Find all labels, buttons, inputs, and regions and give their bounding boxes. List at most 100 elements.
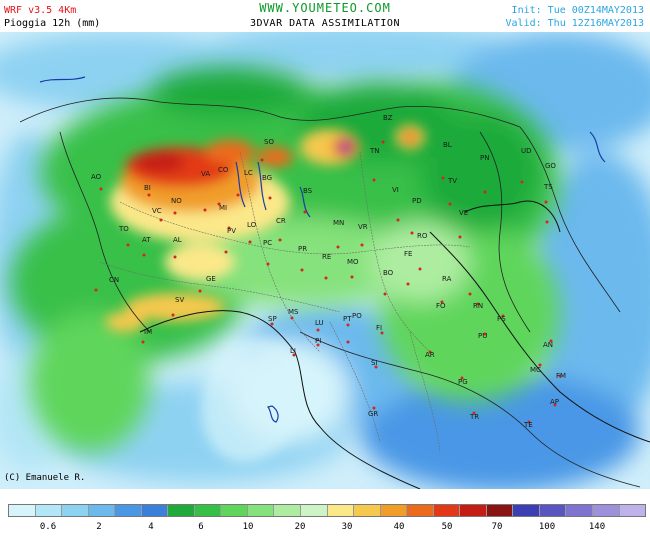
city-an: AN xyxy=(543,341,553,349)
legend-swatch xyxy=(274,505,302,516)
city-lo: LO xyxy=(247,221,257,229)
legend-swatch xyxy=(35,505,63,516)
legend-swatch xyxy=(141,505,169,516)
map-header: WRF v3.5 4Km Pioggia 12h (mm) WWW.YOUMET… xyxy=(0,0,650,32)
city-sv: SV xyxy=(175,296,184,304)
legend-tick: 2 xyxy=(96,522,102,532)
city-pt: PT xyxy=(343,315,352,323)
city-lu: LU xyxy=(315,319,324,327)
city-vi: VI xyxy=(392,186,399,194)
legend-tick: 70 xyxy=(491,522,503,532)
city-no: NO xyxy=(171,197,182,205)
variable-label: Pioggia 12h (mm) xyxy=(4,18,101,29)
legend-swatch xyxy=(354,505,381,516)
legend-swatch xyxy=(566,505,594,516)
legend-swatch xyxy=(88,505,116,516)
city-pg: PG xyxy=(458,378,468,386)
legend-tick: 0.6 xyxy=(39,522,57,532)
country-borders xyxy=(19,97,641,488)
legend-swatch xyxy=(380,505,408,516)
city-pv: PV xyxy=(227,227,236,235)
init-time: Init: Tue 00Z14MAY2013 xyxy=(511,5,644,16)
city-tr: TR xyxy=(469,413,479,421)
precip-field-mid xyxy=(10,67,560,452)
city-ts: TS xyxy=(543,183,553,191)
city-lc: LC xyxy=(244,169,253,177)
city-mc: MC xyxy=(530,366,541,374)
city-ps: PS xyxy=(497,315,506,323)
city-ra: RA xyxy=(442,275,452,283)
legend-swatch xyxy=(513,505,540,516)
city-ao: AO xyxy=(91,173,102,181)
legend-swatch xyxy=(115,505,142,516)
legend-tick: 10 xyxy=(242,522,254,532)
legend-swatch xyxy=(194,505,222,516)
city-sp: SP xyxy=(268,315,277,323)
city-ro: RO xyxy=(417,232,428,240)
city-at: AT xyxy=(142,236,151,244)
legend-swatch xyxy=(593,505,620,516)
legend-swatch xyxy=(327,505,355,516)
legend-tick: 140 xyxy=(588,522,606,532)
legend-swatch xyxy=(247,505,275,516)
city-si: SI xyxy=(371,359,378,367)
city-markers: AO BI NO VC TO AT AL CN GE SV IM SO LC B… xyxy=(91,114,566,429)
legend-swatch xyxy=(486,505,514,516)
city-pr: PR xyxy=(298,245,307,253)
legend-tick: 30 xyxy=(341,522,353,532)
city-bg: BG xyxy=(262,174,272,182)
legend-tick: 4 xyxy=(148,522,154,532)
valid-time: Valid: Thu 12Z16MAY2013 xyxy=(505,18,644,29)
precip-field-high xyxy=(105,125,425,332)
legend-tick: 6 xyxy=(198,522,204,532)
region-borders xyxy=(99,151,471,453)
legend-swatch xyxy=(9,505,36,516)
city-mn: MN xyxy=(333,219,344,227)
city-fm: FM xyxy=(556,372,566,380)
city-mo: MO xyxy=(347,258,359,266)
legend-swatch xyxy=(168,505,195,516)
legend-swatch xyxy=(433,505,461,516)
city-al: AL xyxy=(173,236,182,244)
legend-swatch xyxy=(301,505,328,516)
city-po: PO xyxy=(352,312,362,320)
legend-swatch xyxy=(460,505,487,516)
map-canvas: AO BI NO VC TO AT AL CN GE SV IM SO LC B… xyxy=(0,32,650,489)
credit-label: (C) Emanuele R. xyxy=(4,473,86,483)
city-ar: AR xyxy=(425,351,435,359)
city-gr: GR xyxy=(368,410,378,418)
city-rn: RN xyxy=(473,302,483,310)
precip-legend: 0.6 2 4 6 10 20 30 40 50 70 100 140 xyxy=(0,500,650,538)
city-li: LI xyxy=(290,347,296,355)
model-label: WRF v3.5 4Km xyxy=(4,5,77,16)
city-fe: FE xyxy=(404,250,412,258)
city-tv: TV xyxy=(447,177,457,185)
city-cn: CN xyxy=(109,276,119,284)
city-fo: FO xyxy=(436,302,446,310)
city-re: RE xyxy=(322,253,331,261)
city-pn: PN xyxy=(480,154,489,162)
city-ms: MS xyxy=(288,308,299,316)
city-so: SO xyxy=(264,138,274,146)
legend-swatch xyxy=(619,505,646,516)
city-to: TO xyxy=(118,225,129,233)
legend-tick: 50 xyxy=(441,522,453,532)
city-ge: GE xyxy=(206,275,216,283)
legend-color-bar xyxy=(8,504,646,517)
legend-ticks: 0.6 2 4 6 10 20 30 40 50 70 100 140 xyxy=(0,522,650,534)
city-bo: BO xyxy=(383,269,394,277)
city-bi: BI xyxy=(144,184,151,192)
legend-swatch xyxy=(539,505,567,516)
city-bs: BS xyxy=(303,187,313,195)
legend-swatch xyxy=(407,505,434,516)
assimilation-label: 3DVAR DATA ASSIMILATION xyxy=(250,18,400,29)
coastline xyxy=(139,200,650,489)
site-link[interactable]: WWW.YOUMETEO.COM xyxy=(259,1,391,15)
legend-tick: 100 xyxy=(538,522,556,532)
precipitation-map: AO BI NO VC TO AT AL CN GE SV IM SO LC B… xyxy=(0,32,650,489)
city-te: TE xyxy=(523,421,533,429)
city-im: IM xyxy=(144,328,152,336)
city-bz: BZ xyxy=(383,114,393,122)
city-vr: VR xyxy=(358,223,368,231)
